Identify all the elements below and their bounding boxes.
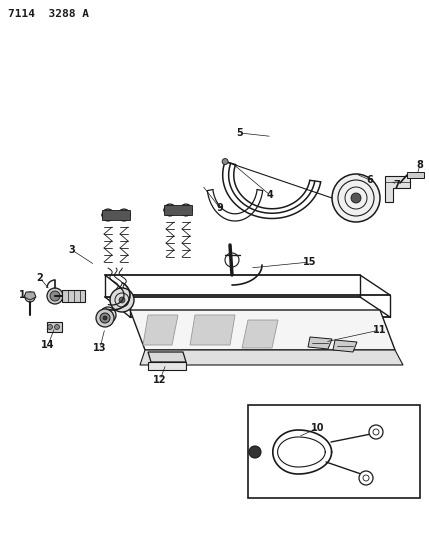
Polygon shape — [333, 340, 357, 352]
Circle shape — [167, 207, 173, 213]
Polygon shape — [24, 292, 36, 300]
Text: 5: 5 — [237, 128, 243, 138]
Polygon shape — [407, 172, 424, 178]
Text: 4: 4 — [267, 190, 273, 200]
Circle shape — [373, 429, 379, 435]
Circle shape — [110, 288, 134, 312]
Polygon shape — [190, 315, 235, 345]
Polygon shape — [130, 310, 395, 350]
Polygon shape — [47, 322, 62, 332]
Polygon shape — [164, 205, 192, 215]
Text: 15: 15 — [303, 257, 317, 267]
Polygon shape — [248, 405, 420, 498]
Text: 2: 2 — [36, 273, 43, 283]
Text: 10: 10 — [311, 423, 325, 433]
Text: 12: 12 — [153, 375, 167, 385]
Polygon shape — [62, 290, 85, 302]
Circle shape — [47, 288, 63, 304]
Polygon shape — [148, 352, 186, 362]
Circle shape — [222, 158, 228, 165]
Text: 3: 3 — [69, 245, 76, 255]
Circle shape — [100, 307, 116, 323]
Circle shape — [100, 313, 110, 323]
Polygon shape — [140, 350, 403, 365]
Polygon shape — [242, 320, 278, 348]
Text: 9: 9 — [217, 203, 224, 213]
Circle shape — [121, 212, 127, 218]
Circle shape — [351, 193, 361, 203]
Circle shape — [48, 325, 52, 329]
Circle shape — [25, 292, 35, 302]
Circle shape — [119, 297, 125, 303]
Polygon shape — [385, 176, 410, 202]
Circle shape — [103, 316, 107, 320]
Circle shape — [180, 204, 192, 216]
Text: 6: 6 — [367, 175, 373, 185]
Text: 11: 11 — [373, 325, 387, 335]
Circle shape — [369, 425, 383, 439]
Text: 13: 13 — [93, 343, 107, 353]
Circle shape — [96, 309, 114, 327]
Text: 14: 14 — [41, 340, 55, 350]
Circle shape — [50, 291, 60, 301]
Polygon shape — [308, 337, 332, 349]
Circle shape — [359, 471, 373, 485]
Text: 7114  3288 A: 7114 3288 A — [8, 9, 89, 19]
Circle shape — [183, 207, 189, 213]
Circle shape — [164, 204, 176, 216]
Circle shape — [102, 209, 114, 221]
Circle shape — [249, 446, 261, 458]
Circle shape — [363, 475, 369, 481]
Polygon shape — [102, 210, 130, 220]
Polygon shape — [143, 315, 178, 345]
Text: 7: 7 — [394, 180, 400, 190]
Circle shape — [54, 325, 60, 329]
Polygon shape — [148, 362, 186, 370]
Circle shape — [105, 212, 111, 218]
Circle shape — [332, 174, 380, 222]
Text: 1: 1 — [18, 290, 25, 300]
Text: 8: 8 — [417, 160, 423, 170]
Circle shape — [118, 209, 130, 221]
